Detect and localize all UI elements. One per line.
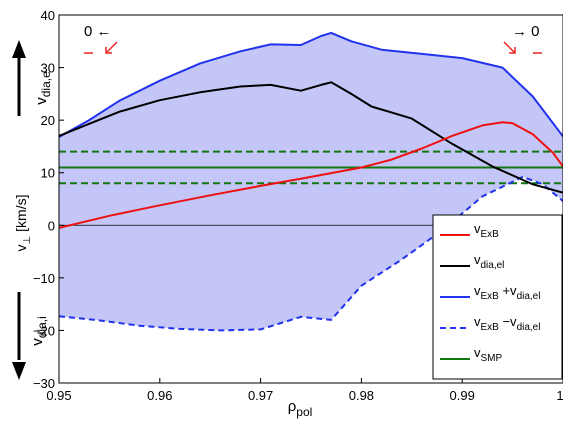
- down-arrow-icon: [12, 362, 26, 380]
- x-tick-label-5: 1: [556, 388, 563, 403]
- x-tick-label-2: 0.97: [248, 388, 273, 403]
- x-tick-label-0: 0.95: [46, 388, 71, 403]
- red-arrow-down-left-icon: [105, 41, 118, 54]
- top-right-annotation: → 0: [503, 23, 542, 54]
- dia-e-label: vdia,e: [33, 71, 53, 105]
- x-tick-label-3: 0.98: [349, 388, 374, 403]
- y-tick-label-1: 30: [41, 61, 55, 76]
- legend: vExB vdia,el vExB +vdia,el vExB −vdia,el vSM…: [432, 214, 563, 380]
- red-arrow-down-right-icon: [503, 41, 516, 54]
- legend-label-diff: vExB −vdia,el: [474, 314, 540, 333]
- y-tick-label-6: −20: [33, 323, 55, 338]
- dia-i-label: vdia,i: [29, 316, 49, 346]
- tick-labels: 40 30 20 10 0 −10 −20 −300.95 0.96 0.97 0.98 0.99 1: [33, 8, 563, 403]
- band-fill: [59, 32, 563, 331]
- x-tick-label-1: 0.96: [147, 388, 172, 403]
- y-tick-label-7: −30: [33, 376, 55, 391]
- series-exb: [58, 121, 563, 229]
- x-axis-label: ρpol: [288, 398, 313, 419]
- up-arrow-icon: [12, 40, 26, 58]
- red-arrow-down-left-head: [105, 47, 112, 54]
- series-sum: [58, 31, 563, 138]
- y-tick-label-5: −10: [33, 271, 55, 286]
- top-right-text: → 0: [512, 23, 540, 40]
- series-lines: [58, 31, 563, 332]
- x-tick-label-4: 0.99: [450, 388, 475, 403]
- y-tick-label-0: 40: [41, 8, 55, 23]
- y-axis-label: v⊥ [km/s]: [13, 195, 33, 252]
- y-tick-label-2: 20: [41, 113, 55, 128]
- plot-frame: [58, 14, 563, 384]
- legend-label-sum: vExB +vdia,el: [474, 283, 540, 302]
- y-tick-label-3: 10: [41, 166, 55, 181]
- axes: [58, 14, 563, 384]
- top-left-text: 0 ←: [84, 23, 112, 40]
- series-diff: [58, 175, 563, 332]
- legend-label-exb: vExB: [474, 221, 499, 240]
- y-tick-label-4: 0: [48, 218, 55, 233]
- top-left-annotation: 0 ←: [84, 23, 118, 54]
- direction-down-indicator: vdia,i: [12, 292, 49, 380]
- legend-label-smp: vSMP: [474, 345, 503, 364]
- red-arrow-down-right-head: [509, 47, 516, 54]
- direction-up-indicator: vdia,e: [12, 40, 53, 116]
- legend-label-dia: vdia,el: [474, 252, 504, 271]
- uncertainty-band: [59, 32, 563, 331]
- series-dia: [58, 81, 563, 194]
